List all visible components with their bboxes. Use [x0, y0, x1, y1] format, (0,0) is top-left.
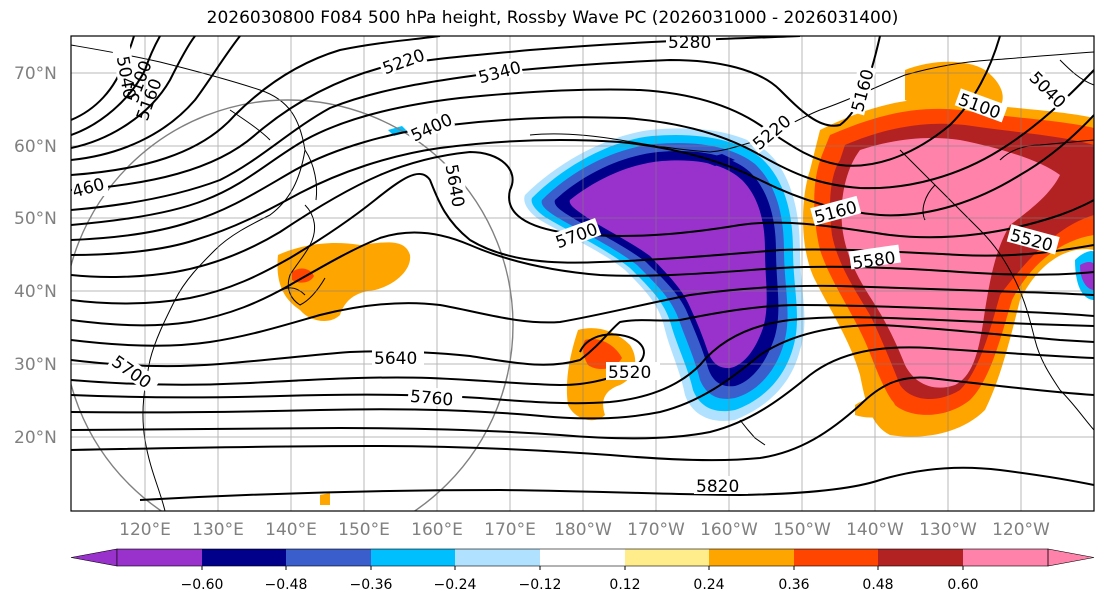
lon-label: 140°E: [265, 520, 317, 540]
lon-label: 170°W: [627, 520, 685, 540]
lon-label: 150°W: [773, 520, 831, 540]
colorbar-cell: [540, 549, 625, 566]
lon-label: 130°W: [919, 520, 977, 540]
lon-label: 130°E: [192, 520, 244, 540]
lon-label: 120°W: [992, 520, 1050, 540]
lat-label-60n: 60°N: [14, 137, 57, 157]
lon-label: 140°W: [846, 520, 904, 540]
colorbar-tick-labels: −0.60 −0.48 −0.36 −0.24 −0.12 0.12 0.24 …: [181, 577, 979, 593]
latitude-labels: 70°N 60°N 50°N 40°N 30°N 20°N: [14, 64, 57, 448]
lat-label-50n: 50°N: [14, 209, 57, 229]
colorbar-tick-label: 0.60: [947, 577, 978, 593]
lat-label-30n: 30°N: [14, 355, 57, 375]
contour-label: 5520: [608, 363, 651, 383]
lon-label: 180°W: [554, 520, 612, 540]
colorbar-cell: [202, 549, 286, 566]
colorbar-cell: [455, 549, 540, 566]
colorbar-extend-low: [70, 548, 118, 567]
map-title: 2026030800 F084 500 hPa height, Rossby W…: [206, 8, 899, 28]
colorbar-cell: [371, 549, 455, 566]
colorbar: −0.60 −0.48 −0.36 −0.24 −0.12 0.12 0.24 …: [70, 548, 1095, 593]
map-frame: [70, 35, 1095, 512]
colorbar-cell: [625, 549, 709, 566]
colorbar-cell: [878, 549, 963, 566]
map-content: 5040 5100 5160 460 5220 5280 5340 5400 5…: [71, 33, 1094, 511]
colorbar-cell: [709, 549, 794, 566]
contour-label: 5280: [668, 33, 711, 53]
colorbar-cell: [963, 549, 1048, 566]
colorbar-tick-label: 0.48: [862, 577, 893, 593]
contour-label: 5760: [409, 387, 454, 411]
colorbar-tick-label: −0.24: [434, 577, 477, 593]
colorbar-cell: [286, 549, 371, 566]
colorbar-cell: [117, 549, 202, 566]
colorbar-tick-label: −0.48: [265, 577, 308, 593]
colorbar-tick-label: 0.12: [609, 577, 640, 593]
contour-label: 5640: [374, 349, 417, 369]
colorbar-cells: [70, 548, 1095, 567]
region-circle: [71, 99, 514, 511]
lon-label: 160°W: [700, 520, 758, 540]
colorbar-outline: [116, 548, 1049, 567]
lon-label: 150°E: [338, 520, 390, 540]
colorbar-ticks: [201, 566, 964, 570]
colorbar-tick-label: −0.36: [350, 577, 393, 593]
colorbar-cell: [794, 549, 878, 566]
colorbar-extend-high: [1047, 548, 1095, 567]
colorbar-tick-label: 0.36: [778, 577, 809, 593]
colorbar-tick-label: 0.24: [693, 577, 724, 593]
lat-label-40n: 40°N: [14, 282, 57, 302]
lat-label-20n: 20°N: [14, 428, 57, 448]
lon-label: 170°E: [484, 520, 536, 540]
contour-label: 5820: [696, 477, 739, 497]
lon-label: 120°E: [119, 520, 171, 540]
lat-label-70n: 70°N: [14, 64, 57, 84]
longitude-labels: 120°E 130°E 140°E 150°E 160°E 170°E 180°…: [119, 520, 1050, 540]
lon-label: 160°E: [411, 520, 463, 540]
colorbar-tick-label: −0.60: [181, 577, 224, 593]
colorbar-tick-label: −0.12: [519, 577, 562, 593]
